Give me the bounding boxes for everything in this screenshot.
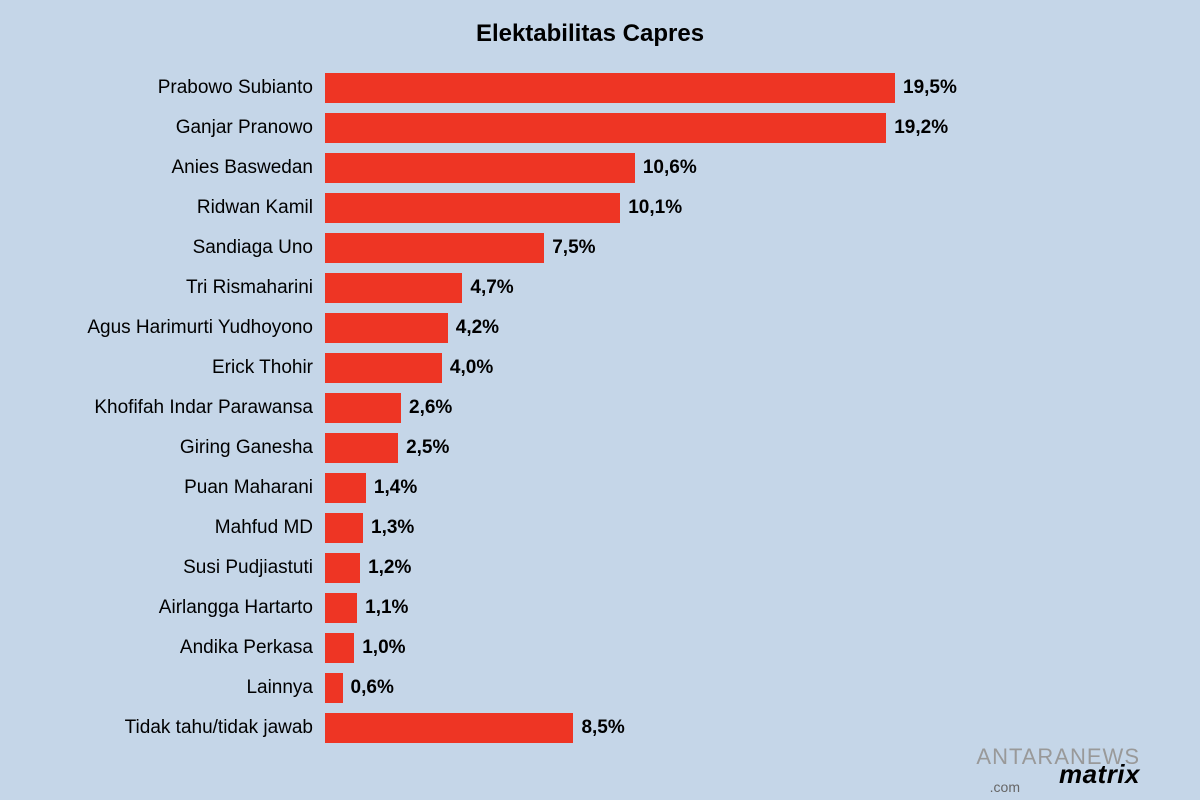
bar-value: 1,4% (366, 477, 417, 499)
bar-label: Sandiaga Uno (40, 237, 325, 259)
bar-label: Ridwan Kamil (40, 197, 325, 219)
bar-row: Ridwan Kamil 10,1% (40, 188, 1140, 228)
bar-row: Sandiaga Uno 7,5% (40, 228, 1140, 268)
chart-container: Elektabilitas Capres Prabowo Subianto 19,… (0, 0, 1200, 768)
bar-track: 10,6% (325, 153, 1140, 183)
bar-label: Agus Harimurti Yudhoyono (40, 317, 325, 339)
bar (325, 473, 366, 503)
watermark-source: matrix (1059, 759, 1140, 790)
bar-track: 1,0% (325, 633, 1140, 663)
bar-row: Andika Perkasa 1,0% (40, 628, 1140, 668)
bar-track: 0,6% (325, 673, 1140, 703)
bar-value: 2,5% (398, 437, 449, 459)
bar-label: Khofifah Indar Parawansa (40, 397, 325, 419)
bar-track: 2,5% (325, 433, 1140, 463)
bar-row: Puan Maharani 1,4% (40, 468, 1140, 508)
bar (325, 393, 401, 423)
bar-row: Airlangga Hartarto 1,1% (40, 588, 1140, 628)
bar-track: 1,4% (325, 473, 1140, 503)
bar-label: Airlangga Hartarto (40, 597, 325, 619)
bar-track: 19,5% (325, 73, 1140, 103)
bar-label: Tidak tahu/tidak jawab (40, 717, 325, 739)
bar-track: 1,1% (325, 593, 1140, 623)
bar-value: 4,0% (442, 357, 493, 379)
bar-row: Khofifah Indar Parawansa 2,6% (40, 388, 1140, 428)
bar (325, 193, 620, 223)
bar-value: 1,3% (363, 517, 414, 539)
bar-row: Giring Ganesha 2,5% (40, 428, 1140, 468)
bar-row: Erick Thohir 4,0% (40, 348, 1140, 388)
bar-track: 8,5% (325, 713, 1140, 743)
bar-value: 1,2% (360, 557, 411, 579)
bar-track: 1,2% (325, 553, 1140, 583)
bar (325, 713, 573, 743)
bar-label: Puan Maharani (40, 477, 325, 499)
bar-value: 19,2% (886, 117, 948, 139)
bar (325, 313, 448, 343)
bar (325, 113, 886, 143)
bar (325, 433, 398, 463)
bar-track: 19,2% (325, 113, 1140, 143)
bar-value: 19,5% (895, 77, 957, 99)
bar-label: Susi Pudjiastuti (40, 557, 325, 579)
bar-track: 10,1% (325, 193, 1140, 223)
bar-list: Prabowo Subianto 19,5% Ganjar Pranowo 19,2%… (40, 68, 1140, 748)
bar-row: Ganjar Pranowo 19,2% (40, 108, 1140, 148)
bar-label: Andika Perkasa (40, 637, 325, 659)
bar (325, 353, 442, 383)
bar (325, 233, 544, 263)
bar-row: Tidak tahu/tidak jawab 8,5% (40, 708, 1140, 748)
bar-row: Agus Harimurti Yudhoyono 4,2% (40, 308, 1140, 348)
bar (325, 673, 343, 703)
bar-label: Giring Ganesha (40, 437, 325, 459)
bar-value: 2,6% (401, 397, 452, 419)
bar-row: Mahfud MD 1,3% (40, 508, 1140, 548)
bar (325, 153, 635, 183)
bar-track: 1,3% (325, 513, 1140, 543)
bar (325, 73, 895, 103)
bar-label: Prabowo Subianto (40, 77, 325, 99)
bar-value: 8,5% (573, 717, 624, 739)
bar-track: 2,6% (325, 393, 1140, 423)
bar-label: Ganjar Pranowo (40, 117, 325, 139)
bar-row: Tri Rismaharini 4,7% (40, 268, 1140, 308)
bar-label: Lainnya (40, 677, 325, 699)
bar (325, 273, 462, 303)
bar-track: 4,0% (325, 353, 1140, 383)
bar (325, 513, 363, 543)
bar-value: 4,7% (462, 277, 513, 299)
bar-track: 4,2% (325, 313, 1140, 343)
bar-row: Prabowo Subianto 19,5% (40, 68, 1140, 108)
bar-track: 7,5% (325, 233, 1140, 263)
bar-value: 1,1% (357, 597, 408, 619)
bar-label: Mahfud MD (40, 517, 325, 539)
bar (325, 633, 354, 663)
bar-value: 4,2% (448, 317, 499, 339)
bar-value: 10,6% (635, 157, 697, 179)
bar-value: 0,6% (343, 677, 394, 699)
bar-label: Erick Thohir (40, 357, 325, 379)
bar-track: 4,7% (325, 273, 1140, 303)
bar-label: Tri Rismaharini (40, 277, 325, 299)
bar (325, 593, 357, 623)
bar-row: Anies Baswedan 10,6% (40, 148, 1140, 188)
bar-label: Anies Baswedan (40, 157, 325, 179)
bar (325, 553, 360, 583)
bar-value: 10,1% (620, 197, 682, 219)
bar-row: Lainnya 0,6% (40, 668, 1140, 708)
bar-value: 1,0% (354, 637, 405, 659)
bar-row: Susi Pudjiastuti 1,2% (40, 548, 1140, 588)
chart-title: Elektabilitas Capres (40, 20, 1140, 48)
watermark-com: .com (990, 779, 1020, 795)
bar-value: 7,5% (544, 237, 595, 259)
